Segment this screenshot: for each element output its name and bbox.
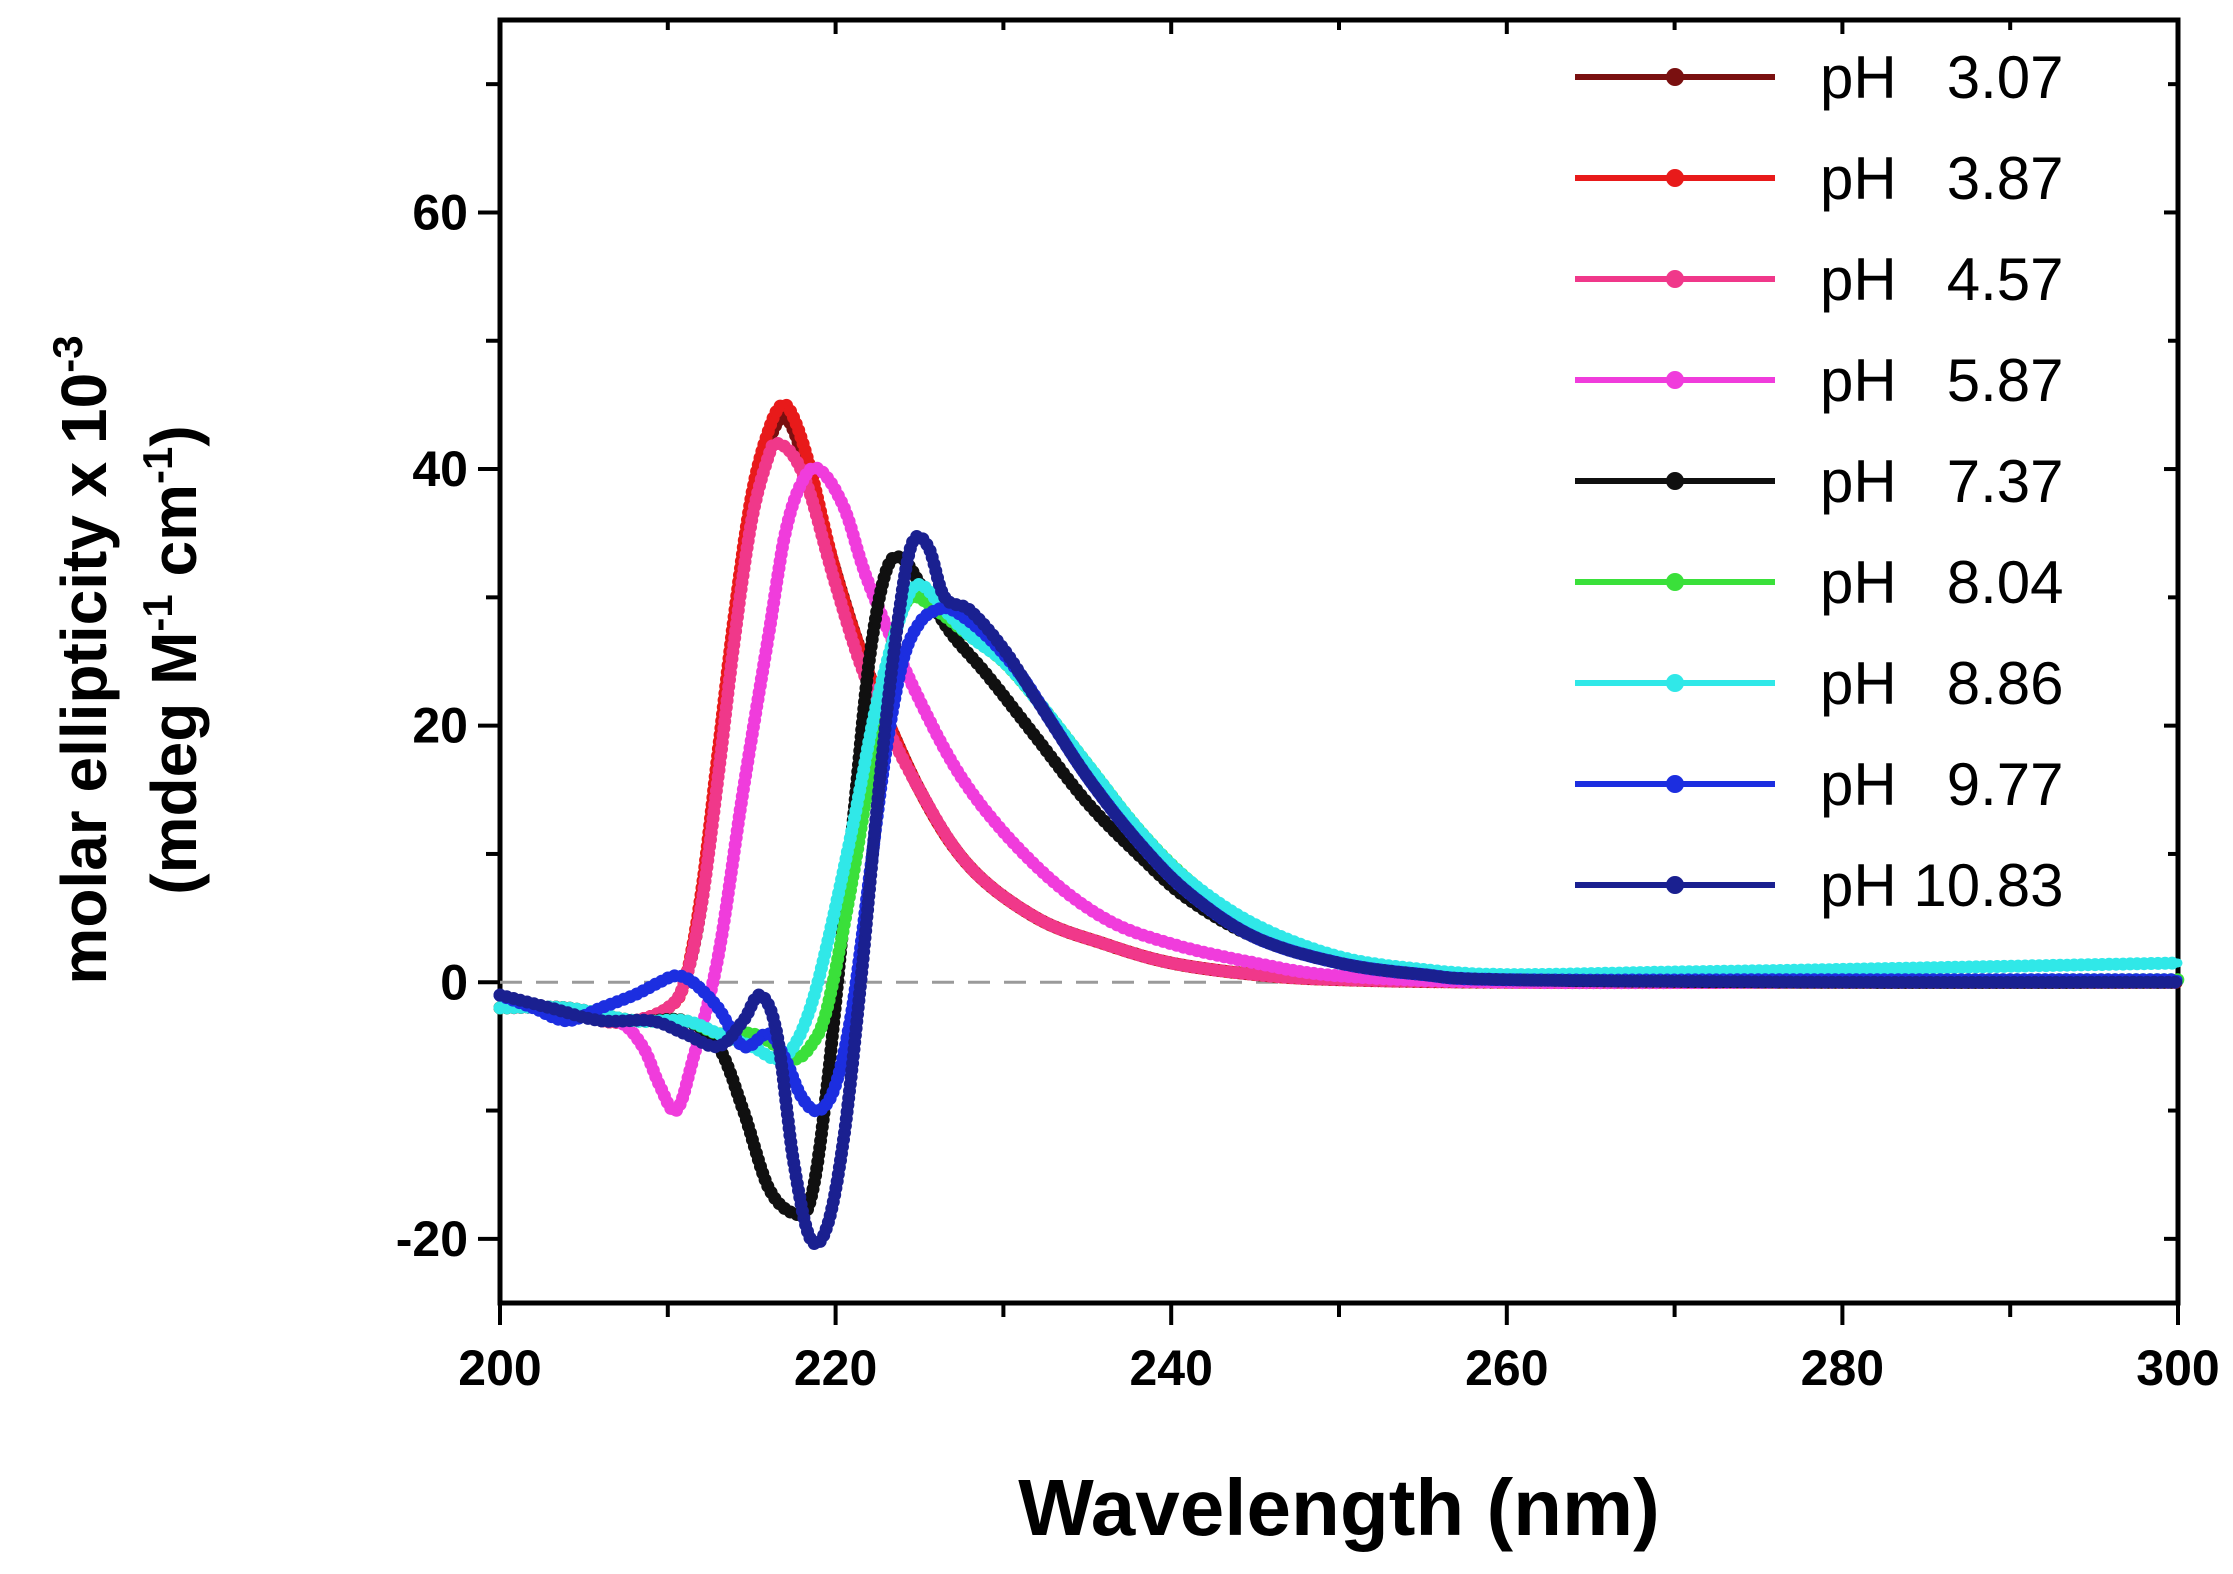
x-tick-label: 220	[794, 1340, 877, 1396]
y-tick-label: 40	[412, 441, 468, 497]
legend-swatch-dot	[1666, 371, 1684, 389]
legend-swatch-dot	[1666, 573, 1684, 591]
legend-item: pH 10.83	[1575, 852, 2064, 919]
y-tick-label: 0	[440, 954, 468, 1010]
legend-swatch-dot	[1666, 270, 1684, 288]
series-layer	[493, 398, 2185, 1250]
series-8	[493, 530, 2183, 1250]
y-axis-title-line2-a: (mdeg M	[138, 632, 210, 895]
y-axis-title-line2-b: cm	[138, 484, 210, 594]
y-tick-label: 20	[412, 698, 468, 754]
legend-label: pH 4.57	[1820, 246, 2064, 313]
legend-label: pH 3.87	[1820, 145, 2064, 212]
y-axis-title-line1-exponent: -3	[44, 335, 91, 372]
legend-item: pH 8.86	[1575, 650, 2064, 717]
legend-swatch-dot	[1666, 674, 1684, 692]
legend-swatch-dot	[1666, 68, 1684, 86]
legend-item: pH 3.87	[1575, 145, 2064, 212]
x-tick-label: 240	[1129, 1340, 1212, 1396]
legend-swatch-dot	[1666, 169, 1684, 187]
legend-item: pH 8.04	[1575, 549, 2064, 616]
x-tick-label: 260	[1465, 1340, 1548, 1396]
y-axis-title: molar ellipticity x 10-3 (mdeg M-1 cm-1)	[44, 335, 210, 984]
axis-tick-labels: 200 220 240 260 280 300 -20 0 20 40 60	[396, 184, 2220, 1396]
y-axis-title-line1: molar ellipticity x 10-3	[44, 335, 120, 984]
legend-item: pH 4.57	[1575, 246, 2064, 313]
legend-label: pH 8.86	[1820, 650, 2064, 717]
series-point	[2168, 975, 2182, 989]
legend: pH 3.07 pH 3.87 pH 4.57 pH 5.87 pH 7.37 pH 8.…	[1575, 44, 2064, 919]
y-axis-title-line2-exp1: -1	[134, 594, 181, 631]
x-tick-label: 200	[458, 1340, 541, 1396]
x-axis-title: Wavelength (nm)	[1018, 1463, 1659, 1552]
y-tick-label: 60	[412, 184, 468, 240]
legend-swatch-dot	[1666, 876, 1684, 894]
series-point	[2165, 956, 2179, 970]
legend-label: pH 8.04	[1820, 549, 2064, 616]
legend-label: pH 3.07	[1820, 44, 2064, 111]
legend-item: pH 5.87	[1575, 347, 2064, 414]
y-axis-title-line1-text: molar ellipticity x 10	[48, 373, 120, 985]
legend-item: pH 9.77	[1575, 751, 2064, 818]
y-axis-title-line2-exp2: -1	[134, 447, 181, 484]
y-axis-title-line2: (mdeg M-1 cm-1)	[134, 425, 210, 894]
axis-ticks	[478, 20, 2180, 1325]
x-tick-label: 300	[2136, 1340, 2219, 1396]
legend-label: pH 9.77	[1820, 751, 2064, 818]
x-tick-label: 280	[1801, 1340, 1884, 1396]
y-axis-title-line2-c: )	[138, 425, 210, 446]
legend-swatch-dot	[1666, 775, 1684, 793]
legend-item: pH 3.07	[1575, 44, 2064, 111]
legend-label: pH 10.83	[1820, 852, 2064, 919]
legend-label: pH 7.37	[1820, 448, 2064, 515]
legend-item: pH 7.37	[1575, 448, 2064, 515]
legend-label: pH 5.87	[1820, 347, 2064, 414]
y-tick-label: -20	[396, 1211, 468, 1267]
legend-swatch-dot	[1666, 472, 1684, 490]
